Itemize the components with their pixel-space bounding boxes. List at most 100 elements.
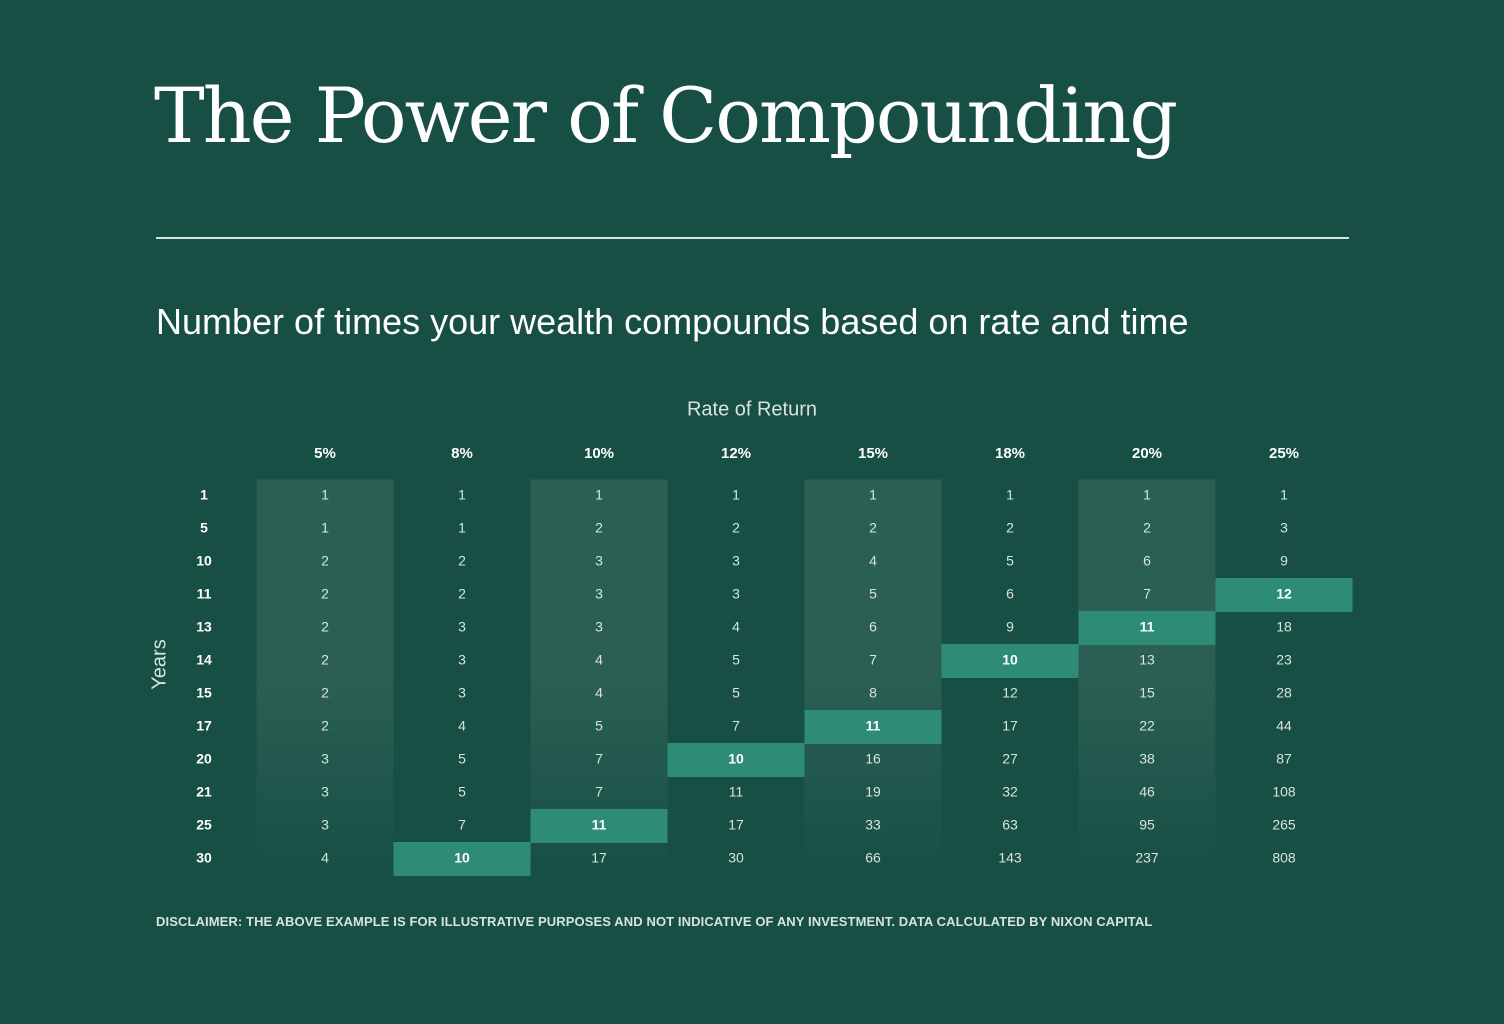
row-label-15: 15 [196,685,212,701]
table-cell-12pct-15: 5 [732,685,740,701]
table-cell-8pct-10: 2 [458,553,466,569]
table-cell-15pct-11: 5 [869,586,877,602]
table-cell-12pct-25: 17 [728,817,744,833]
table-cell-10pct-21: 7 [595,784,603,800]
table-cell-5pct-11: 2 [321,586,329,602]
table-cell-15pct-5: 2 [869,520,877,536]
y-axis-title: Years [148,639,170,689]
table-cell-18pct-1: 1 [1006,487,1014,503]
table-cell-8pct-14: 3 [458,652,466,668]
table-cell-20pct-20: 38 [1139,751,1155,767]
table-cell-20pct-5: 2 [1143,520,1151,536]
table-cell-10pct-14: 4 [595,652,603,668]
table-cell-8pct-21: 5 [458,784,466,800]
table-cell-10pct-11: 3 [595,586,603,602]
column-stripe-15pct [804,479,942,876]
table-cell-10pct-15: 4 [595,685,603,701]
row-label-14: 14 [196,652,212,668]
table-cell-20pct-30: 237 [1135,850,1159,866]
table-cell-15pct-21: 19 [865,784,881,800]
table-cell-8pct-5: 1 [458,520,466,536]
x-axis-title: Rate of Return [687,398,817,420]
highlight-cell-12pct-20 [667,743,805,777]
table-cell-25pct-13: 18 [1276,619,1292,635]
column-header-18pct: 18% [995,445,1025,462]
table-cell-25pct-17: 44 [1276,718,1292,734]
highlight-cell-20pct-13 [1078,611,1216,645]
table-cell-8pct-17: 4 [458,718,466,734]
table-cell-12pct-5: 2 [732,520,740,536]
table-cell-10pct-25: 11 [592,817,607,833]
table-cell-25pct-14: 23 [1276,652,1292,668]
table-cell-15pct-10: 4 [869,553,877,569]
highlight-cell-25pct-11 [1215,578,1353,612]
highlight-cell-15pct-17 [804,710,942,744]
row-label-25: 25 [196,817,212,833]
column-header-5pct: 5% [314,445,336,462]
table-cell-12pct-20: 10 [728,751,744,767]
table-cell-5pct-25: 3 [321,817,329,833]
table-cell-12pct-30: 30 [728,850,744,866]
table-cell-5pct-20: 3 [321,751,329,767]
table-cell-15pct-17: 11 [866,718,881,734]
highlight-cell-18pct-14 [941,644,1079,678]
table-cell-10pct-20: 7 [595,751,603,767]
table-cell-5pct-17: 2 [321,718,329,734]
table-cell-15pct-13: 6 [869,619,877,635]
table-cell-12pct-11: 3 [732,586,740,602]
row-label-21: 21 [196,784,212,800]
page-title: The Power of Compounding [154,71,1178,160]
row-label-17: 17 [196,718,212,734]
table-cell-20pct-17: 22 [1139,718,1155,734]
table-cell-8pct-13: 3 [458,619,466,635]
table-cell-15pct-30: 66 [865,850,881,866]
highlight-cell-8pct-30 [393,842,531,876]
table-cell-15pct-15: 8 [869,685,877,701]
highlight-cell-10pct-25 [530,809,668,843]
row-label-13: 13 [196,619,212,635]
table-cell-12pct-10: 3 [732,553,740,569]
table-cell-20pct-15: 15 [1139,685,1155,701]
table-cell-20pct-21: 46 [1139,784,1155,800]
row-label-5: 5 [200,520,208,536]
row-label-30: 30 [196,850,212,866]
table-cell-20pct-14: 13 [1139,652,1155,668]
column-header-20pct: 20% [1132,445,1162,462]
table-cell-5pct-21: 3 [321,784,329,800]
table-cell-5pct-30: 4 [321,850,329,866]
disclaimer-caption: DISCLAIMER: THE ABOVE EXAMPLE IS FOR ILL… [156,914,1153,929]
column-stripe-20pct [1078,479,1216,876]
table-cell-12pct-13: 4 [732,619,740,635]
table-cell-18pct-15: 12 [1002,685,1018,701]
column-stripe-5pct [256,479,394,876]
row-label-10: 10 [196,553,212,569]
table-cell-8pct-30: 10 [454,850,470,866]
row-label-11: 11 [197,586,212,602]
table-cell-18pct-30: 143 [998,850,1022,866]
table-cell-15pct-25: 33 [865,817,881,833]
table-cell-12pct-21: 11 [729,784,744,800]
table-cell-18pct-17: 17 [1002,718,1018,734]
row-label-20: 20 [196,751,212,767]
table-cell-25pct-21: 108 [1272,784,1296,800]
table-cell-8pct-25: 7 [458,817,466,833]
table-cell-18pct-13: 9 [1006,619,1014,635]
table-cell-25pct-11: 12 [1276,586,1292,602]
table-cell-10pct-1: 1 [595,487,603,503]
table-cell-18pct-5: 2 [1006,520,1014,536]
table-cell-12pct-14: 5 [732,652,740,668]
table-cell-20pct-11: 7 [1143,586,1151,602]
table-cell-25pct-15: 28 [1276,685,1292,701]
table-cell-8pct-11: 2 [458,586,466,602]
table-cell-10pct-10: 3 [595,553,603,569]
table-cell-25pct-1: 1 [1280,487,1288,503]
table-cell-5pct-1: 1 [321,487,329,503]
table-cell-5pct-15: 2 [321,685,329,701]
table-cell-18pct-11: 6 [1006,586,1014,602]
table-cell-15pct-14: 7 [869,652,877,668]
table-cell-25pct-20: 87 [1276,751,1292,767]
table-cell-18pct-14: 10 [1002,652,1018,668]
column-header-10pct: 10% [584,445,614,462]
table-cell-10pct-13: 3 [595,619,603,635]
